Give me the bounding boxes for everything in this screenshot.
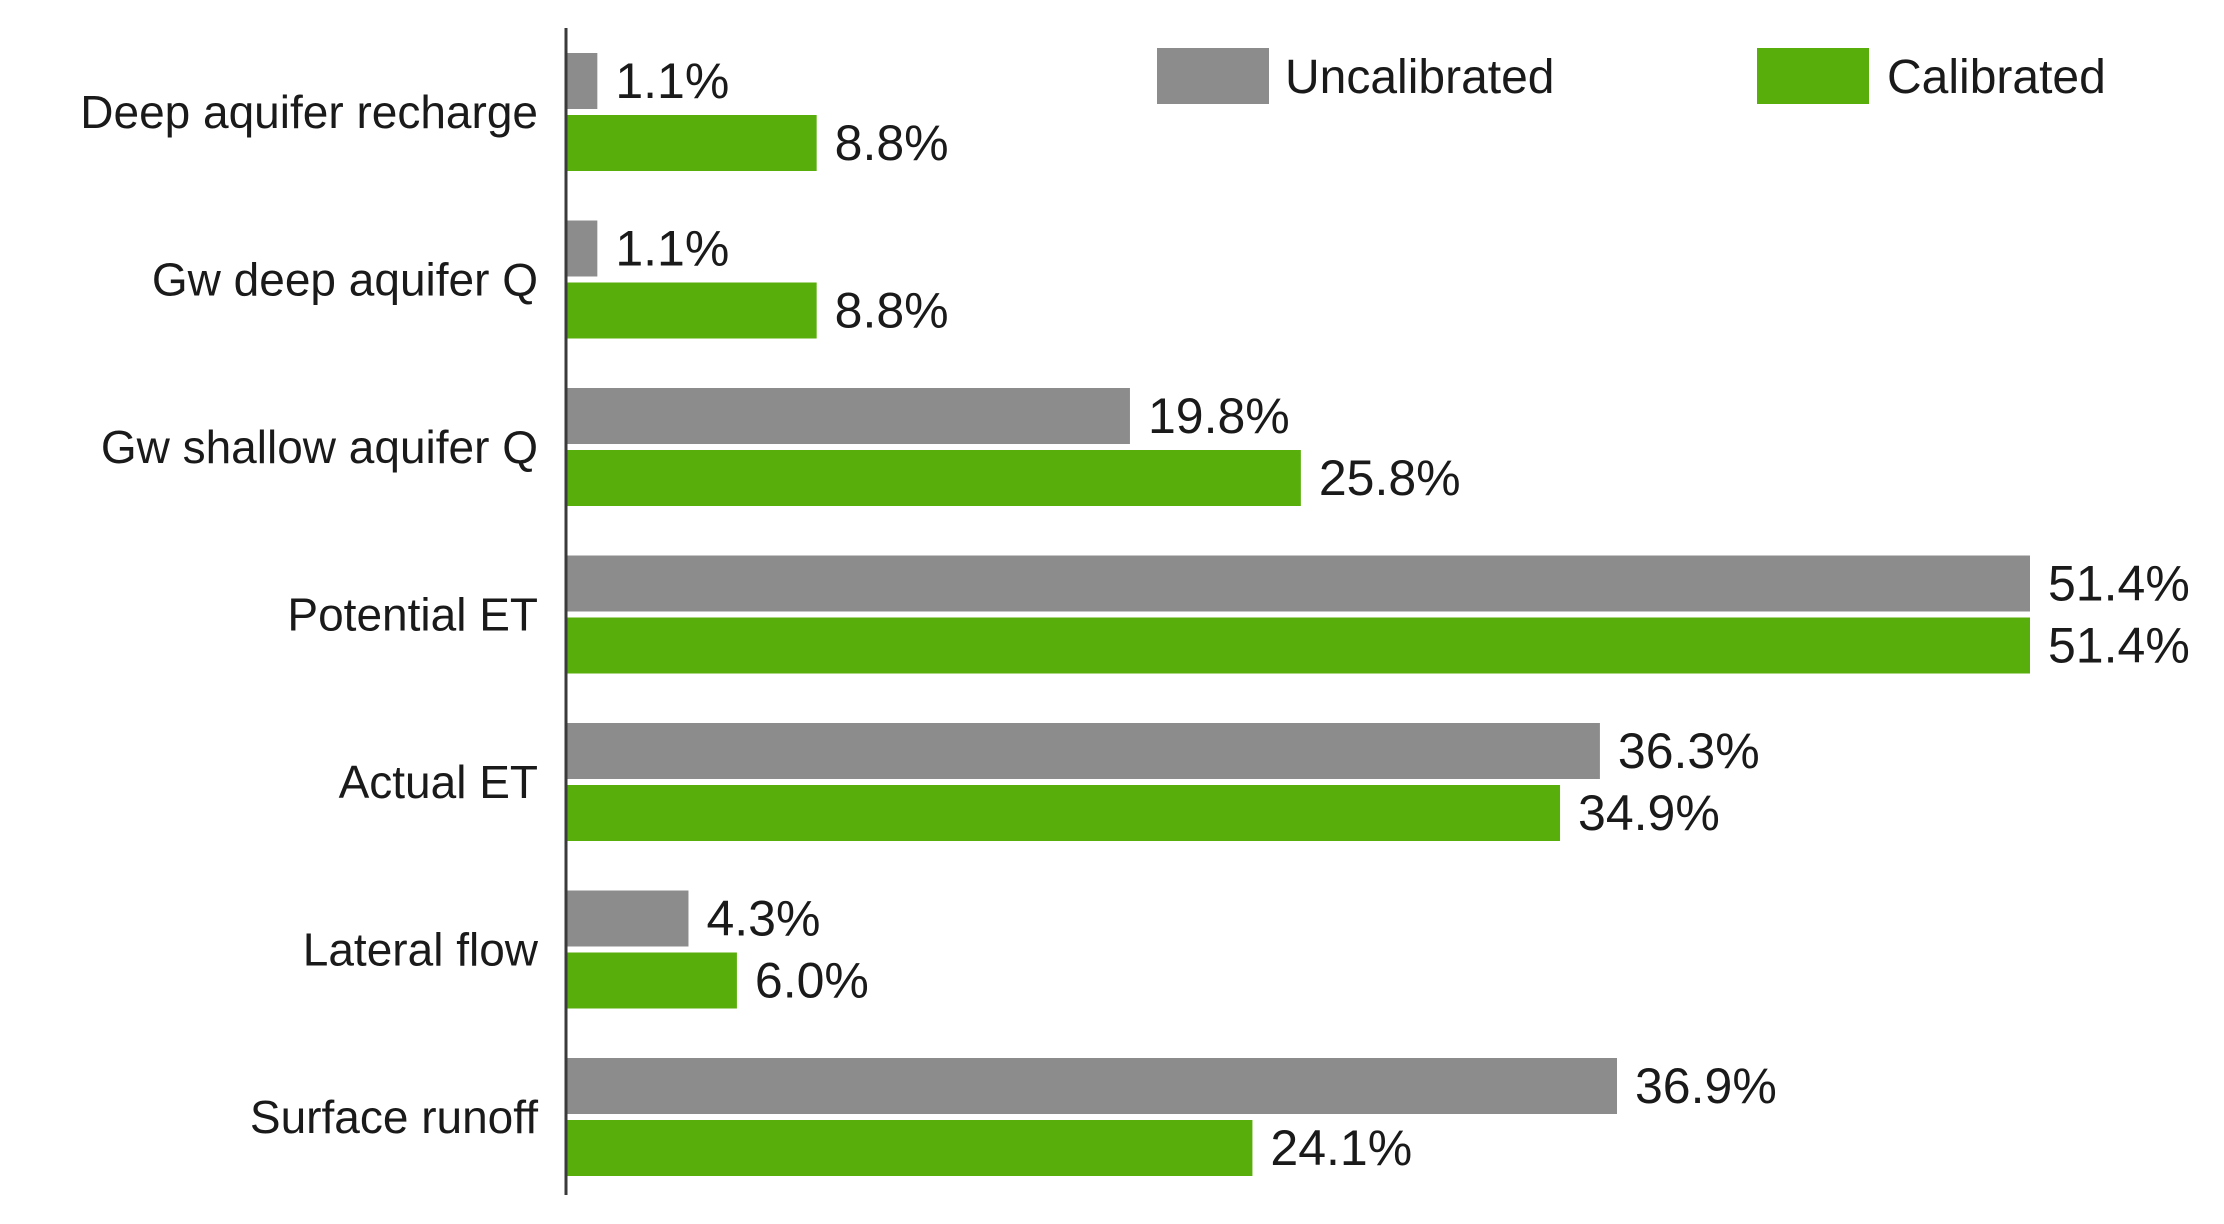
value-labels: 1.1% 8.8% 1.1% 8.8% 19.8% 25.8% 51.4% 51.4% 36.3… <box>615 53 2189 1176</box>
bar-calibrated <box>566 952 737 1009</box>
category-label: Potential ET <box>287 589 538 641</box>
value-label: 8.8% <box>835 283 949 339</box>
category-label: Lateral flow <box>303 924 539 976</box>
bar-calibrated <box>566 450 1301 506</box>
legend-label-uncalibrated: Uncalibrated <box>1285 51 1554 104</box>
value-label: 6.0% <box>755 953 869 1009</box>
legend-swatch-uncalibrated <box>1157 48 1269 104</box>
bar-uncalibrated <box>566 53 598 109</box>
value-label: 8.8% <box>835 115 949 171</box>
category-label: Deep aquifer recharge <box>80 86 538 138</box>
legend: Uncalibrated Calibrated <box>1157 48 2106 104</box>
category-labels: Deep aquifer recharge Gw deep aquifer Q Gw… <box>80 86 539 1143</box>
legend-label-calibrated: Calibrated <box>1887 51 2106 104</box>
value-label: 24.1% <box>1270 1120 1412 1176</box>
bar-calibrated <box>566 115 817 171</box>
legend-swatch-calibrated <box>1757 48 1869 104</box>
category-label: Gw shallow aquifer Q <box>101 421 538 473</box>
value-label: 4.3% <box>706 891 820 947</box>
bar-uncalibrated <box>566 388 1130 444</box>
bar-calibrated <box>566 785 1561 841</box>
value-label: 34.9% <box>1578 785 1720 841</box>
bar-calibrated <box>566 617 2030 674</box>
value-label: 51.4% <box>2048 618 2190 674</box>
value-label: 1.1% <box>615 221 729 277</box>
bar-uncalibrated <box>566 555 2030 612</box>
bars-group <box>566 53 2030 1176</box>
bar-uncalibrated <box>566 723 1600 779</box>
category-label: Actual ET <box>339 756 538 808</box>
value-label: 19.8% <box>1148 388 1290 444</box>
bar-calibrated <box>566 1120 1253 1176</box>
value-label: 1.1% <box>615 53 729 109</box>
category-label: Gw deep aquifer Q <box>152 254 538 306</box>
bar-uncalibrated <box>566 1058 1618 1114</box>
bar-uncalibrated <box>566 890 689 947</box>
value-label: 36.3% <box>1618 723 1760 779</box>
value-label: 51.4% <box>2048 556 2190 612</box>
value-label: 36.9% <box>1635 1058 1777 1114</box>
bar-uncalibrated <box>566 220 598 277</box>
category-label: Surface runoff <box>250 1091 538 1143</box>
bar-calibrated <box>566 282 817 339</box>
value-label: 25.8% <box>1319 450 1461 506</box>
